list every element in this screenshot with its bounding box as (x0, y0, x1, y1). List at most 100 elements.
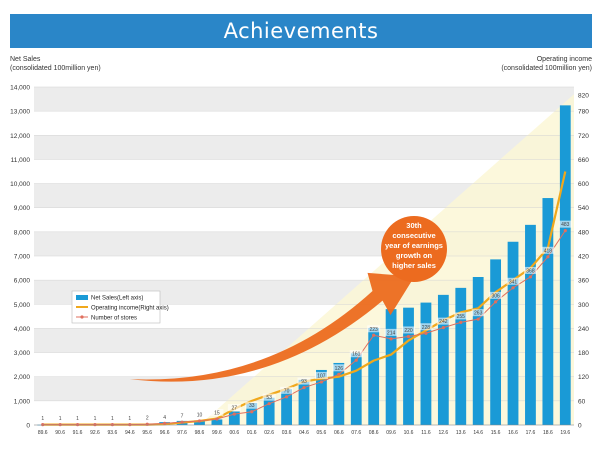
stores-label-bg (280, 386, 294, 394)
x-tick-label: 95.6 (142, 430, 152, 436)
x-tick-label: 04.6 (299, 430, 309, 436)
right-axis-title-line-1: Operating income (536, 56, 592, 63)
stores-label-bg (419, 323, 433, 331)
stores-data-label: 263 (474, 311, 483, 317)
x-tick-label: 11.6 (421, 430, 431, 436)
stores-data-label: 1 (76, 416, 79, 422)
x-tick-label: 07.6 (351, 430, 361, 436)
stores-point (563, 229, 567, 233)
bar (333, 362, 345, 425)
right-tick-label: 300 (578, 302, 589, 309)
stores-data-label: 223 (370, 327, 379, 333)
stores-data-label: 107 (317, 373, 326, 379)
bar (507, 241, 519, 425)
stores-data-label: 1 (41, 416, 44, 422)
legend-swatch-stores-dot (80, 315, 84, 319)
stores-point (41, 422, 45, 427)
stores-point (215, 417, 219, 421)
x-tick-label: 08.6 (369, 430, 379, 436)
stores-label-bg (332, 364, 346, 372)
stores-point (372, 333, 376, 337)
left-tick-label: 2,000 (14, 374, 31, 381)
x-tick-label: 93.6 (108, 430, 118, 436)
stores-label-bg (314, 371, 328, 379)
x-tick-label: 06.6 (334, 430, 344, 436)
stores-label-bg (523, 266, 537, 274)
stores-label-bg (349, 350, 363, 358)
stores-label-bg (436, 317, 450, 325)
stores-point (110, 422, 114, 427)
legend-swatch-net-sales (76, 295, 88, 300)
stores-data-label: 161 (352, 352, 361, 358)
right-tick-label: 780 (578, 109, 589, 116)
stores-label-bg (541, 246, 555, 254)
stores-point (267, 402, 271, 406)
right-tick-label: 820 (578, 93, 589, 100)
stores-data-label: 93 (301, 379, 307, 385)
stores-data-label: 1 (94, 416, 97, 422)
stores-point (163, 421, 167, 425)
bar (246, 403, 258, 425)
stores-label-bg (384, 328, 398, 336)
stores-label-bg (123, 414, 137, 422)
left-axis-title-line-2: (consolidated 100million yen) (10, 64, 101, 72)
x-tick-label: 90.6 (55, 430, 65, 436)
left-tick-label: 0 (26, 423, 30, 430)
stores-label-bg (158, 413, 172, 421)
left-tick-label: 14,000 (10, 85, 30, 92)
left-tick-label: 5,000 (14, 302, 31, 309)
x-tick-label: 01.6 (247, 430, 257, 436)
bar (455, 287, 467, 425)
stores-label-bg (367, 325, 381, 333)
left-tick-label: 13,000 (10, 109, 30, 116)
legend-label: Net Sales(Left axis) (91, 296, 143, 302)
stores-label-bg (245, 401, 259, 409)
left-axis-title-line-1: Net Sales (10, 56, 41, 63)
x-tick-label: 13.6 (456, 430, 466, 436)
x-tick-label: 97.6 (177, 430, 187, 436)
bar (316, 369, 327, 425)
bar (542, 198, 554, 425)
title-banner: Achievements (10, 14, 592, 48)
stores-label-bg (105, 414, 119, 422)
bar (403, 307, 414, 425)
bar (228, 411, 240, 425)
stores-data-label: 242 (439, 319, 448, 325)
stores-data-label: 53 (266, 395, 272, 401)
x-tick-label: 17.6 (526, 430, 536, 436)
stores-data-label: 1 (111, 416, 114, 422)
bar (194, 420, 205, 425)
stores-point (58, 422, 62, 427)
bar (263, 397, 275, 425)
right-tick-label: 0 (578, 423, 582, 430)
growth-arrow (129, 272, 415, 382)
stores-data-label: 483 (561, 222, 570, 228)
stores-point (494, 300, 498, 304)
bar (298, 379, 310, 425)
stores-point (441, 326, 445, 330)
x-tick-label: 16.6 (508, 430, 518, 436)
stores-data-label: 306 (491, 293, 500, 299)
stores-label-bg (36, 414, 50, 422)
right-tick-label: 720 (578, 133, 589, 140)
stores-data-label: 341 (509, 279, 518, 285)
stores-point (302, 385, 306, 390)
bar (368, 327, 380, 425)
grid-band (34, 135, 574, 160)
stores-data-label: 33 (249, 403, 255, 409)
stores-label-bg (71, 414, 85, 422)
left-axis-title: Net Sales (consolidated 100million yen) (10, 56, 101, 73)
stores-data-label: 418 (544, 248, 553, 254)
left-tick-label: 9,000 (14, 205, 31, 212)
x-tick-label: 12.6 (438, 430, 448, 436)
callout-line: year of earnings (385, 241, 443, 250)
right-tick-label: 240 (578, 326, 589, 333)
stores-label-bg (227, 404, 241, 412)
x-tick-label: 98.6 (195, 430, 205, 436)
right-tick-label: 360 (578, 278, 589, 285)
stores-label-bg (558, 220, 572, 228)
left-tick-label: 12,000 (10, 133, 30, 140)
right-tick-label: 660 (578, 157, 589, 164)
x-tick-label: 94.6 (125, 430, 135, 436)
legend-label: Number of stores (91, 316, 137, 322)
